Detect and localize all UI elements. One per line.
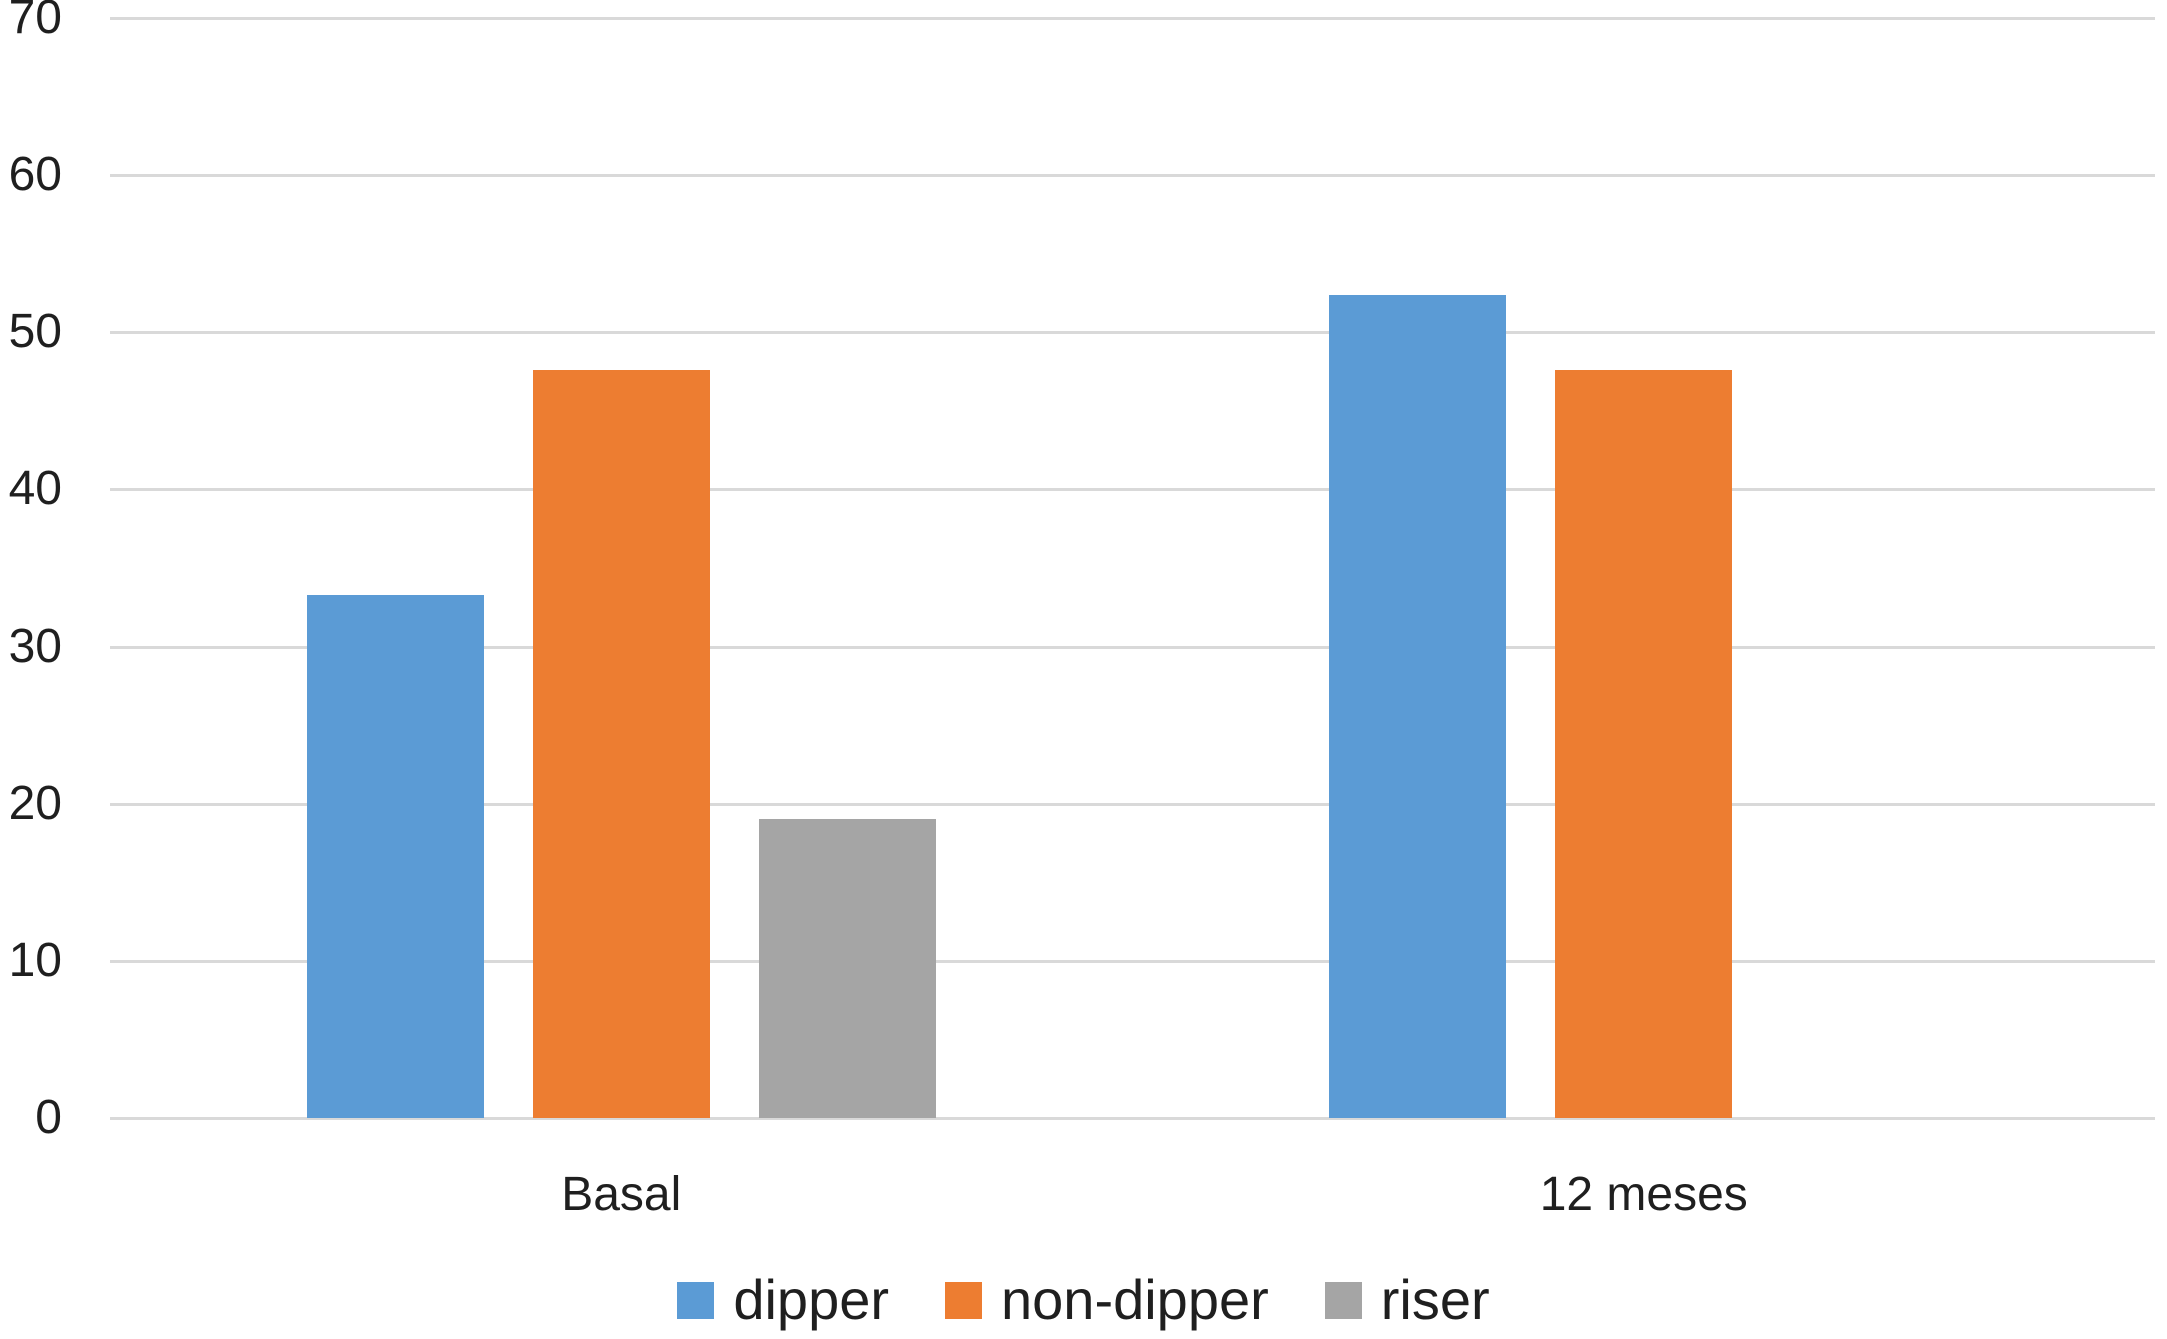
- y-tick-label-60: 60: [8, 148, 62, 202]
- gridline-40: [110, 488, 2155, 492]
- legend-label-non-dipper: non-dipper: [1001, 1268, 1269, 1331]
- legend-item-non-dipper: non-dipper: [945, 1272, 1269, 1328]
- bar-basal-non-dipper: [532, 370, 710, 1118]
- gridline-10: [110, 959, 2155, 963]
- legend-swatch-riser: [1324, 1281, 1362, 1319]
- gridline-30: [110, 645, 2155, 649]
- gridline-60: [110, 174, 2155, 178]
- chart-legend: dipper non-dipper riser: [0, 1272, 2167, 1328]
- y-tick-label-20: 20: [8, 776, 62, 830]
- gridline-0: [110, 1117, 2155, 1120]
- gridline-70: [110, 17, 2155, 20]
- gridline-50: [110, 331, 2155, 335]
- y-tick-label-0: 0: [35, 1091, 62, 1144]
- bar-12-meses-non-dipper: [1555, 370, 1733, 1118]
- legend-swatch-dipper: [677, 1281, 715, 1319]
- y-tick-label-30: 30: [8, 619, 62, 673]
- legend-swatch-non-dipper: [945, 1281, 983, 1319]
- y-tick-label-10: 10: [8, 933, 62, 987]
- x-category-label-basal: Basal: [561, 1168, 682, 1221]
- legend-label-riser: riser: [1380, 1268, 1490, 1331]
- y-tick-label-70: 70: [8, 0, 62, 44]
- y-tick-label-40: 40: [8, 462, 62, 516]
- legend-item-dipper: dipper: [677, 1272, 889, 1328]
- legend-item-riser: riser: [1324, 1268, 1490, 1331]
- x-category-label-12-meses: 12 meses: [1539, 1168, 1748, 1221]
- legend-label-dipper: dipper: [733, 1268, 890, 1331]
- bar-basal-dipper: [306, 594, 484, 1118]
- gridline-20: [110, 802, 2155, 806]
- y-tick-label-50: 50: [8, 305, 62, 359]
- bar-12-meses-dipper: [1329, 294, 1507, 1118]
- bar-basal-riser: [758, 819, 936, 1118]
